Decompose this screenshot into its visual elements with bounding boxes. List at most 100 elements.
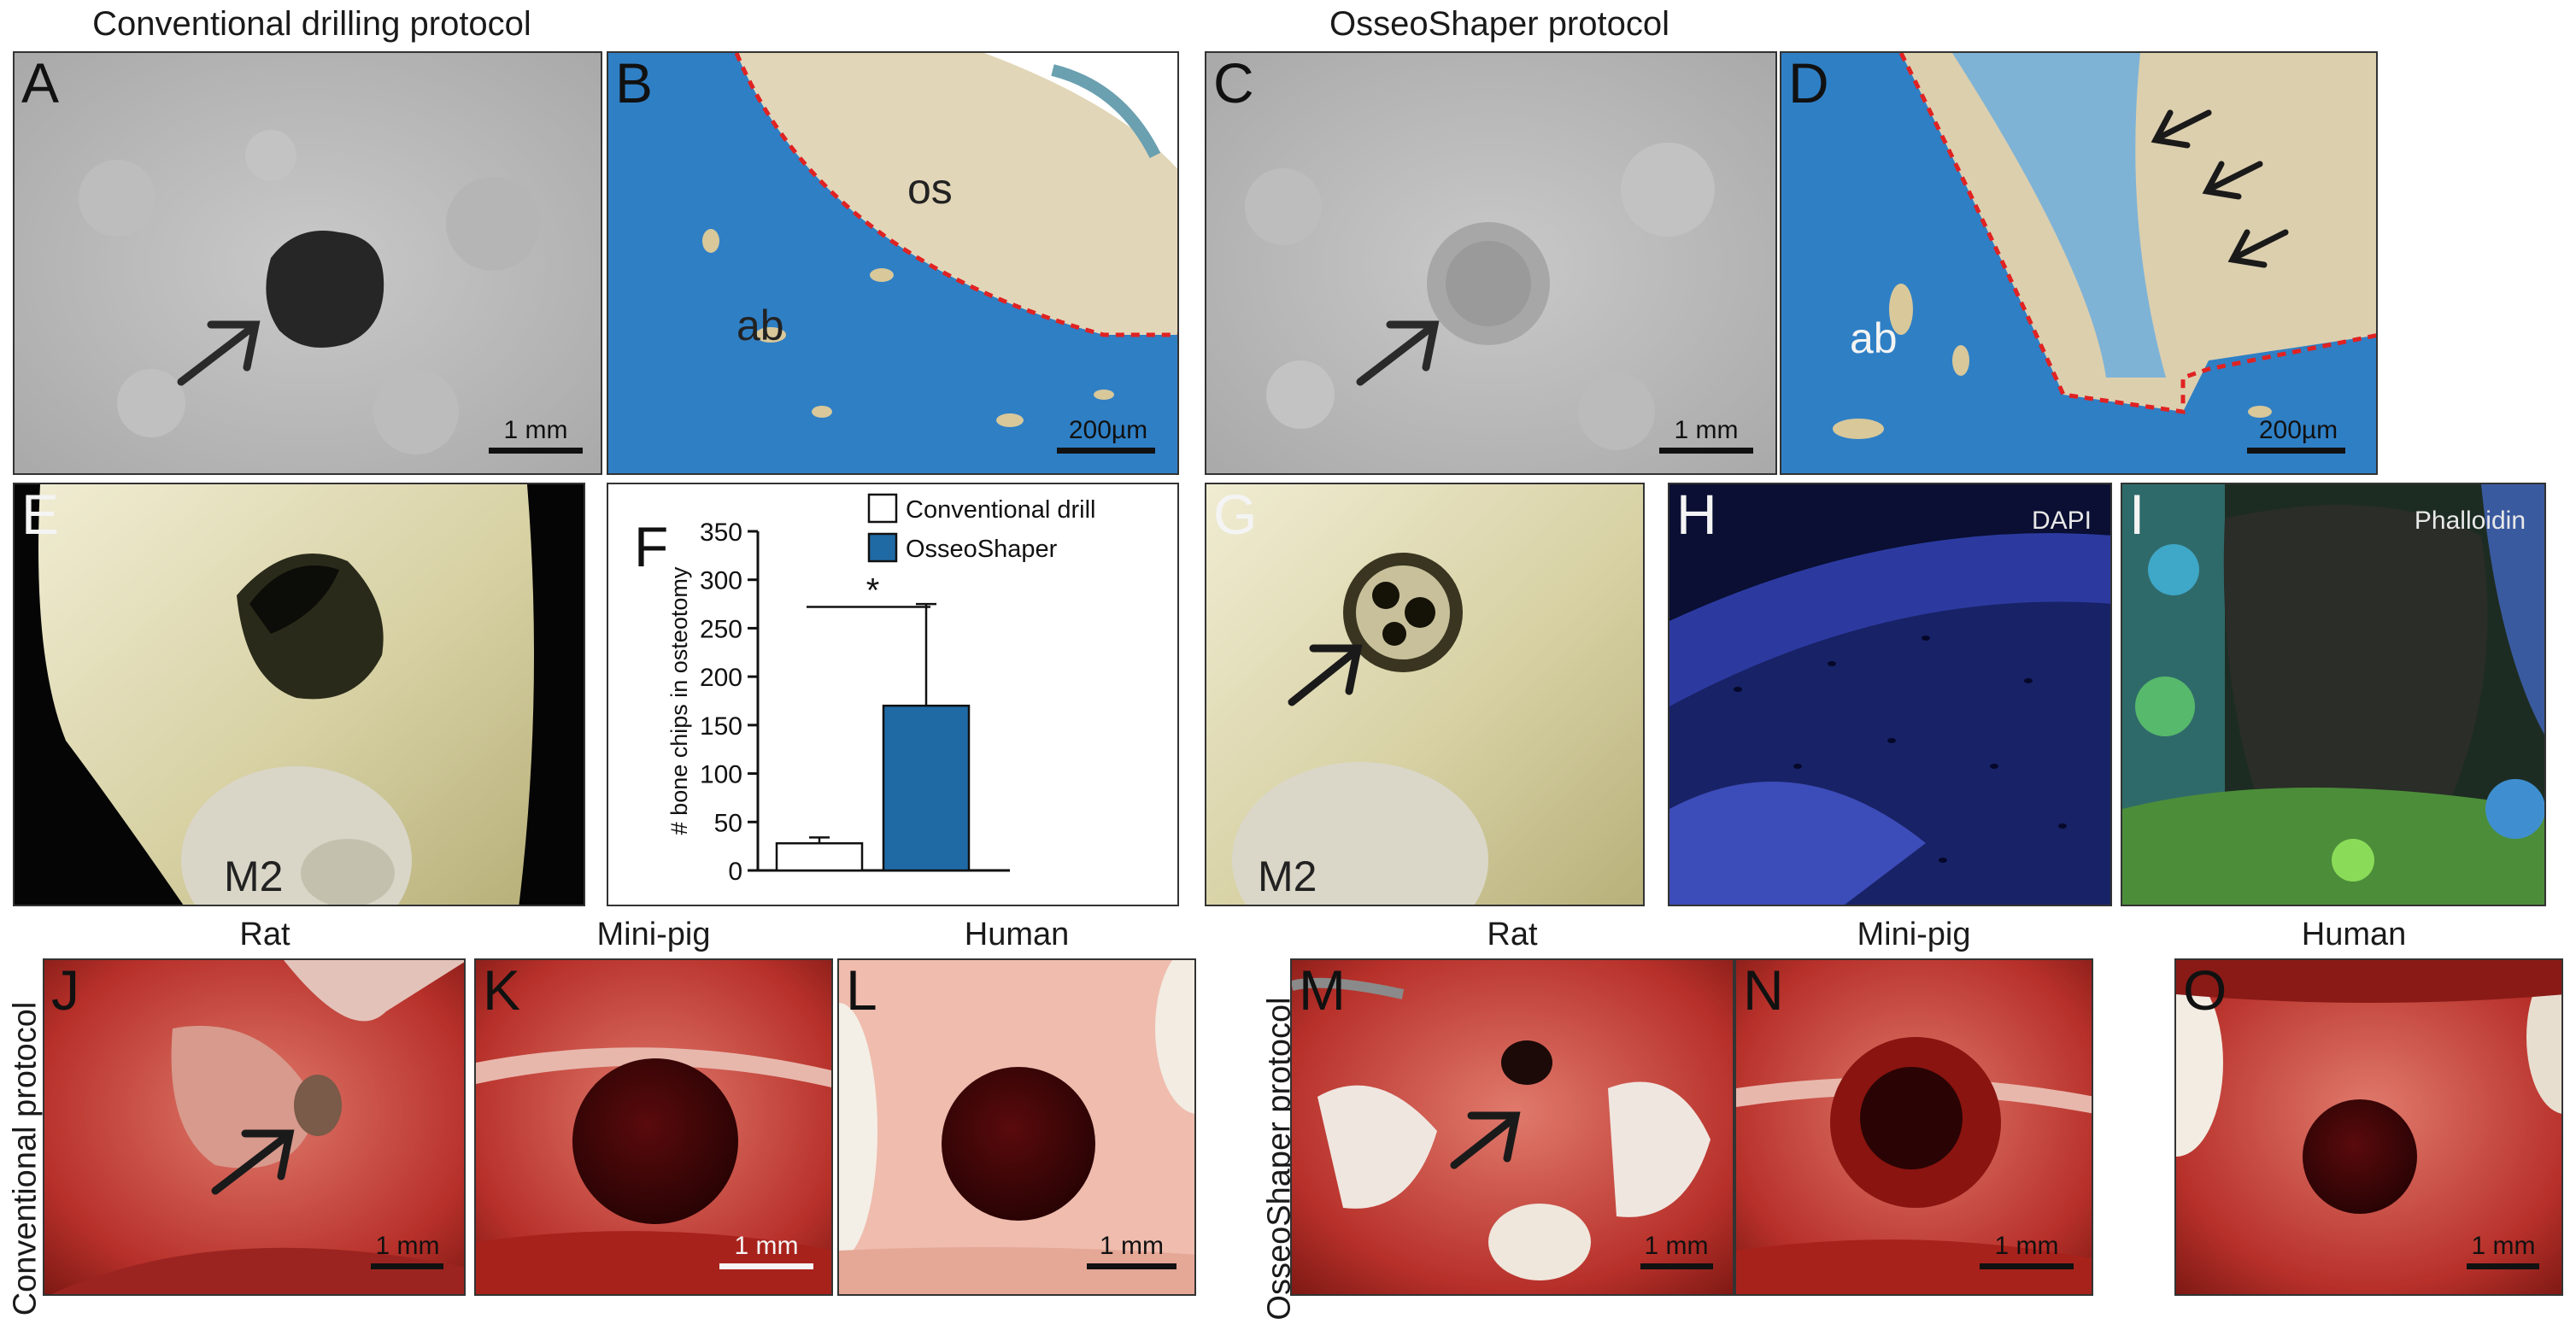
panel-e-image bbox=[15, 484, 584, 905]
panel-b-scale-bar bbox=[1057, 448, 1155, 454]
panel-b-label: B bbox=[615, 51, 654, 114]
panel-e: E M2 bbox=[13, 483, 585, 906]
panel-f-chart: 0 50 100 150 200 250 300 350 # bone chips in ost… bbox=[666, 493, 1095, 886]
species-title-m: Rat bbox=[1487, 917, 1538, 952]
legend-label-1: OsseoShaper bbox=[906, 536, 1058, 563]
y-tick-label-200: 200 bbox=[700, 664, 742, 692]
panel-g-m2-tag: M2 bbox=[1258, 852, 1317, 900]
panel-i-image bbox=[2122, 484, 2544, 905]
legend-label-0: Conventional drill bbox=[906, 496, 1095, 524]
y-tick-label-250: 250 bbox=[700, 615, 742, 643]
conventional-section-title: Conventional drilling protocol bbox=[92, 5, 531, 43]
panel-k-image bbox=[476, 960, 831, 1294]
panel-a-scale-bar bbox=[489, 448, 583, 454]
panel-l-label: L bbox=[846, 958, 877, 1022]
panel-c-label: C bbox=[1213, 51, 1254, 114]
panel-e-label: E bbox=[21, 483, 60, 546]
arrow-icon bbox=[1356, 320, 1440, 386]
panel-f-label: F bbox=[634, 515, 669, 578]
bar-conventional-drill bbox=[775, 841, 864, 872]
panel-j-scale-bar bbox=[371, 1263, 443, 1269]
panel-k-scale-bar bbox=[719, 1263, 813, 1269]
species-title-o: Human bbox=[2301, 917, 2407, 952]
panel-b: B os ab 200µm bbox=[607, 51, 1179, 475]
species-title-l: Human bbox=[964, 917, 1070, 952]
panel-n-label: N bbox=[1743, 958, 1784, 1022]
y-tick-label-150: 150 bbox=[700, 712, 742, 741]
panel-m-label: M bbox=[1299, 958, 1346, 1022]
panel-o-label: O bbox=[2183, 958, 2227, 1022]
panel-k: K 1 mm bbox=[474, 958, 833, 1296]
panel-n: N 1 mm bbox=[1734, 958, 2093, 1296]
y-tick-label-0: 0 bbox=[728, 858, 742, 886]
bar-osseoshaper bbox=[882, 704, 971, 872]
panel-c: C 1 mm bbox=[1205, 51, 1777, 475]
species-title-k: Mini-pig bbox=[596, 917, 711, 952]
panel-o-scale-text: 1 mm bbox=[2471, 1232, 2536, 1260]
panel-l-scale-bar bbox=[1087, 1263, 1177, 1269]
panel-m: M 1 mm bbox=[1290, 958, 1734, 1296]
panel-d-scale-bar bbox=[2247, 448, 2345, 454]
panel-j: J 1 mm bbox=[43, 958, 466, 1296]
y-tick-label-100: 100 bbox=[700, 761, 742, 789]
panel-b-os-tag: os bbox=[907, 165, 953, 213]
panel-d-scale-text: 200µm bbox=[2258, 416, 2338, 444]
panel-d-label: D bbox=[1788, 51, 1829, 114]
panel-a-label: A bbox=[21, 51, 60, 114]
panel-n-scale-text: 1 mm bbox=[1994, 1232, 2059, 1260]
arrow-icon bbox=[177, 320, 261, 386]
panel-h: H DAPI bbox=[1668, 483, 2112, 906]
panel-d: D ab 200µm bbox=[1780, 51, 2378, 475]
osseoshaper-section-title: OsseoShaper protocol bbox=[1329, 5, 1669, 43]
panel-o-scale-bar bbox=[2467, 1263, 2539, 1269]
significance-star: * bbox=[866, 571, 880, 609]
panel-m-scale-bar bbox=[1640, 1263, 1713, 1269]
panel-h-image bbox=[1669, 484, 2110, 905]
row-conventional-label: Conventional protocol bbox=[7, 1001, 44, 1316]
panel-j-label: J bbox=[51, 958, 79, 1022]
species-title-n: Mini-pig bbox=[1857, 917, 1971, 952]
panel-o: O 1 mm bbox=[2174, 958, 2563, 1296]
panel-g: G M2 bbox=[1205, 483, 1645, 906]
panel-k-scale-text: 1 mm bbox=[734, 1232, 799, 1260]
panel-c-image bbox=[1206, 53, 1775, 473]
panel-b-image bbox=[608, 53, 1177, 473]
panel-a-image bbox=[15, 53, 601, 473]
panel-b-scale-text: 200µm bbox=[1068, 416, 1148, 444]
arrow-icon bbox=[211, 1129, 295, 1195]
panel-m-scale-text: 1 mm bbox=[1644, 1232, 1709, 1260]
y-axis-label: # bone chips in osteotomy bbox=[666, 566, 692, 835]
panel-j-scale-text: 1 mm bbox=[375, 1232, 440, 1260]
panel-l-scale-text: 1 mm bbox=[1100, 1232, 1164, 1260]
panel-a: A 1 mm bbox=[13, 51, 602, 475]
panel-h-label: H bbox=[1676, 483, 1717, 546]
panel-d-ab-tag: ab bbox=[1850, 314, 1898, 362]
panel-n-scale-bar bbox=[1980, 1263, 2074, 1269]
arrow-icon bbox=[1450, 1111, 1521, 1169]
panel-i: I Phalloidin bbox=[2121, 483, 2546, 906]
panel-m-image bbox=[1292, 960, 1733, 1294]
panel-n-image bbox=[1736, 960, 2092, 1294]
panel-g-label: G bbox=[1213, 483, 1258, 546]
panel-i-label: I bbox=[2129, 483, 2145, 546]
panel-i-stain-label: Phalloidin bbox=[2414, 507, 2526, 535]
panel-c-scale-text: 1 mm bbox=[1674, 416, 1739, 444]
panel-a-scale-text: 1 mm bbox=[503, 416, 568, 444]
panel-g-image bbox=[1206, 484, 1643, 905]
panel-h-stain-label: DAPI bbox=[2031, 507, 2092, 535]
panel-f: F 0 50 100 150 200 250 300 350 # bone chips in o… bbox=[607, 483, 1179, 906]
legend-swatch-0 bbox=[867, 493, 898, 524]
species-title-j: Rat bbox=[239, 917, 290, 952]
panel-l-image bbox=[839, 960, 1194, 1294]
panel-o-image bbox=[2176, 960, 2561, 1294]
panel-e-m2-tag: M2 bbox=[224, 852, 284, 900]
arrow-icon bbox=[2151, 109, 2289, 268]
y-tick-label-300: 300 bbox=[700, 567, 742, 595]
panel-c-scale-bar bbox=[1659, 448, 1753, 454]
panel-d-image bbox=[1781, 53, 2376, 473]
panel-l: L 1 mm bbox=[837, 958, 1196, 1296]
legend-swatch-1 bbox=[867, 532, 898, 563]
panel-k-label: K bbox=[483, 958, 521, 1022]
panel-b-ab-tag: ab bbox=[736, 302, 784, 349]
y-tick-label-50: 50 bbox=[714, 809, 742, 837]
